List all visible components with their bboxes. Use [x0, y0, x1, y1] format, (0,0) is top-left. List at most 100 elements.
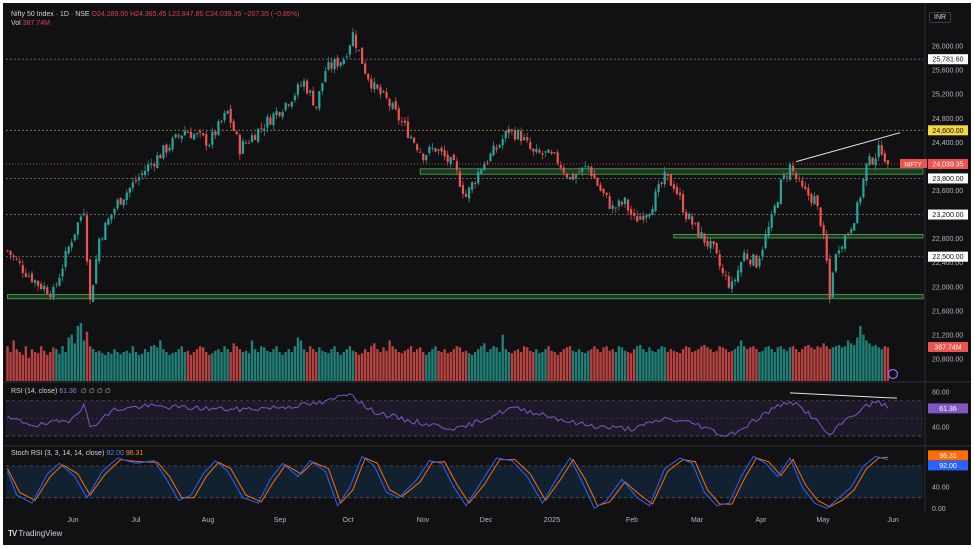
candle[interactable]	[871, 157, 874, 165]
candle[interactable]	[605, 192, 608, 196]
candle[interactable]	[125, 192, 128, 201]
tradingview-logo[interactable]: TV TradingView	[8, 529, 62, 538]
candle[interactable]	[471, 182, 474, 190]
candle[interactable]	[743, 252, 746, 262]
candle[interactable]	[529, 142, 532, 149]
candle[interactable]	[816, 195, 819, 207]
candle[interactable]	[565, 174, 568, 178]
candle[interactable]	[776, 202, 779, 208]
candle[interactable]	[709, 240, 712, 249]
candle[interactable]	[385, 91, 388, 98]
candle[interactable]	[834, 254, 837, 272]
candle[interactable]	[379, 87, 382, 95]
candle[interactable]	[302, 80, 306, 87]
candle[interactable]	[626, 199, 630, 211]
candle[interactable]	[174, 134, 177, 138]
candle[interactable]	[70, 242, 73, 248]
candle[interactable]	[779, 179, 782, 204]
candle[interactable]	[749, 259, 752, 265]
candle[interactable]	[535, 148, 538, 153]
volume-legend[interactable]: Vol 387.74M	[11, 20, 50, 27]
candle[interactable]	[33, 280, 37, 283]
candle[interactable]	[843, 235, 847, 249]
candle[interactable]	[519, 130, 523, 142]
candle[interactable]	[761, 249, 764, 257]
candle[interactable]	[813, 196, 816, 205]
candle[interactable]	[553, 152, 556, 154]
candle[interactable]	[150, 163, 153, 165]
candle[interactable]	[486, 162, 489, 163]
candle[interactable]	[474, 183, 477, 184]
candle[interactable]	[523, 137, 526, 140]
support-zone[interactable]	[419, 168, 924, 175]
candle[interactable]	[327, 61, 330, 70]
candle[interactable]	[795, 173, 798, 179]
candle[interactable]	[724, 274, 727, 276]
candle[interactable]	[853, 223, 856, 231]
candle[interactable]	[165, 144, 168, 153]
candle[interactable]	[336, 57, 339, 67]
candle[interactable]	[706, 241, 709, 247]
candle[interactable]	[782, 174, 786, 179]
candle[interactable]	[394, 100, 397, 110]
candle[interactable]	[220, 120, 223, 122]
candle[interactable]	[171, 137, 174, 150]
candle[interactable]	[254, 135, 257, 140]
candle[interactable]	[177, 135, 180, 137]
candle[interactable]	[266, 116, 269, 128]
candle[interactable]	[828, 258, 831, 299]
candle[interactable]	[348, 45, 351, 55]
candle[interactable]	[611, 205, 614, 209]
candle[interactable]	[376, 84, 379, 89]
candle[interactable]	[550, 151, 553, 154]
symbol-title[interactable]: Nifty 50 Index · 1D · NSE	[11, 11, 90, 18]
rsi-legend[interactable]: RSI (14, close) 61.36 ∅ ∅ ∅ ∅	[11, 387, 111, 395]
stoch-legend[interactable]: Stoch RSI (3, 3, 14, 14, close) 92.00 96…	[11, 450, 143, 457]
candle[interactable]	[654, 191, 657, 212]
candle[interactable]	[202, 133, 205, 136]
candle[interactable]	[15, 258, 18, 260]
candle[interactable]	[526, 137, 529, 141]
candle[interactable]	[791, 165, 795, 172]
candle[interactable]	[36, 280, 40, 286]
candle[interactable]	[281, 112, 284, 117]
candle[interactable]	[810, 194, 813, 203]
candle[interactable]	[712, 241, 715, 245]
candle[interactable]	[232, 121, 235, 131]
support-zone[interactable]	[673, 234, 924, 239]
candle[interactable]	[180, 135, 183, 139]
candle[interactable]	[581, 167, 584, 172]
candle[interactable]	[324, 71, 327, 82]
candle[interactable]	[501, 139, 504, 146]
candle[interactable]	[85, 215, 89, 262]
candle[interactable]	[868, 156, 871, 166]
candle[interactable]	[24, 273, 27, 277]
candle[interactable]	[312, 90, 315, 106]
candle[interactable]	[162, 145, 165, 159]
candle[interactable]	[76, 222, 79, 235]
candle[interactable]	[669, 174, 672, 186]
candle[interactable]	[342, 59, 345, 65]
candle[interactable]	[446, 154, 449, 162]
candle[interactable]	[153, 163, 156, 167]
candle[interactable]	[850, 229, 853, 234]
candle[interactable]	[681, 194, 685, 213]
candle[interactable]	[578, 172, 581, 174]
candle[interactable]	[639, 216, 642, 220]
candle[interactable]	[186, 132, 189, 134]
candle[interactable]	[382, 91, 385, 93]
candle[interactable]	[431, 148, 434, 149]
candle[interactable]	[293, 95, 296, 101]
candle[interactable]	[156, 155, 159, 168]
candle[interactable]	[718, 254, 721, 267]
candle[interactable]	[767, 227, 770, 237]
candle[interactable]	[217, 121, 220, 135]
candle[interactable]	[403, 120, 406, 123]
candle[interactable]	[116, 199, 119, 209]
candle[interactable]	[61, 268, 64, 277]
candle[interactable]	[449, 157, 452, 165]
candle[interactable]	[263, 128, 266, 131]
candle[interactable]	[559, 165, 562, 168]
candle[interactable]	[27, 275, 31, 277]
candle[interactable]	[275, 110, 278, 116]
